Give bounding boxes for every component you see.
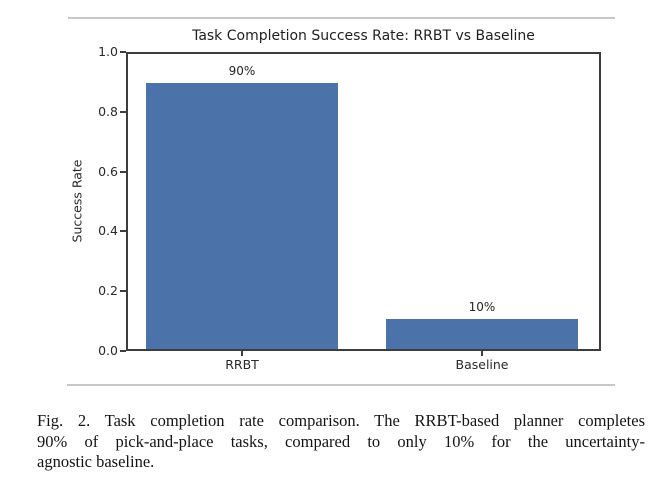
bottom-divider: [67, 384, 615, 386]
xtick-mark: [241, 351, 243, 356]
chart-title: Task Completion Success Rate: RRBT vs Ba…: [192, 28, 535, 44]
ytick-mark: [120, 51, 126, 53]
xtick-label-rrbt: RRBT: [225, 357, 259, 372]
bar-rrbt: [146, 83, 338, 349]
xtick-label-baseline: Baseline: [455, 357, 509, 372]
bar-group-baseline: 10%: [386, 300, 578, 349]
top-divider: [68, 17, 615, 19]
ytick-mark: [120, 171, 126, 173]
bar-value-label-baseline: 10%: [468, 300, 496, 314]
figure-caption: Fig. 2. Task completion rate comparison.…: [37, 411, 645, 473]
caption-line: agnostic baseline.: [37, 452, 155, 472]
ytick-label: 0.4: [98, 223, 118, 238]
ytick-label: 0.0: [98, 343, 118, 358]
ytick-mark: [120, 111, 126, 113]
bar-group-rrbt: 90%: [146, 64, 338, 349]
ytick-label: 1.0: [98, 44, 118, 59]
ytick-label: 0.6: [98, 164, 118, 179]
ytick-mark: [120, 230, 126, 232]
ytick-label: 0.8: [98, 104, 118, 119]
caption-line: 90% of pick-and-place tasks, compared to…: [37, 431, 645, 451]
xtick-mark: [481, 351, 483, 356]
ytick-mark: [120, 290, 126, 292]
ytick-mark: [120, 350, 126, 352]
plot-area: 90% 10%: [126, 52, 601, 351]
bar-baseline: [386, 319, 578, 349]
caption-line: Fig. 2. Task completion rate comparison.…: [37, 411, 645, 430]
ytick-label: 0.2: [98, 283, 118, 298]
bar-value-label-rrbt: 90%: [228, 64, 256, 78]
